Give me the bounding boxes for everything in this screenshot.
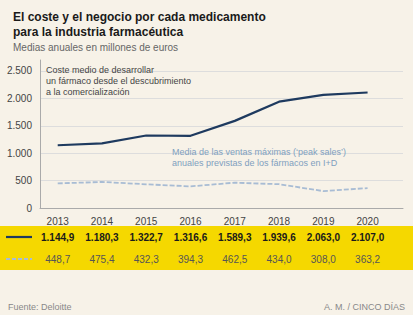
svg-text:2015: 2015 [135,216,158,227]
svg-text:El coste y el negocio por cada: El coste y el negocio por cada medicamen… [13,10,266,24]
svg-text:500: 500 [15,175,32,186]
svg-text:363,2: 363,2 [355,254,380,265]
svg-text:2.107,0: 2.107,0 [351,232,385,243]
svg-text:475,4: 475,4 [89,254,114,265]
svg-text:2020: 2020 [356,216,379,227]
svg-text:432,3: 432,3 [134,254,159,265]
svg-text:Medias anuales en millones de: Medias anuales en millones de euros [13,42,178,53]
svg-text:1.000: 1.000 [7,148,32,159]
svg-text:1.316,6: 1.316,6 [174,232,208,243]
svg-text:394,3: 394,3 [178,254,203,265]
svg-text:2013: 2013 [47,216,70,227]
svg-text:1.500: 1.500 [7,120,32,131]
svg-text:2.500: 2.500 [7,65,32,76]
svg-text:un fármaco desde el descubrimi: un fármaco desde el descubrimiento [46,76,191,86]
svg-text:1.939,6: 1.939,6 [262,232,296,243]
svg-text:1.589,3: 1.589,3 [218,232,252,243]
svg-text:1.322,7: 1.322,7 [130,232,164,243]
svg-text:A. M. / CINCO DÍAS: A. M. / CINCO DÍAS [324,302,405,312]
svg-text:2.000: 2.000 [7,93,32,104]
svg-text:462,5: 462,5 [222,254,247,265]
svg-text:308,0: 308,0 [311,254,336,265]
svg-text:2.063,0: 2.063,0 [307,232,341,243]
svg-text:anuales previstas de los fárma: anuales previstas de los fármacos en I+D [172,158,338,168]
svg-text:434,0: 434,0 [267,254,292,265]
svg-text:1.144,9: 1.144,9 [41,232,75,243]
svg-text:1.180,3: 1.180,3 [85,232,119,243]
svg-text:Media de las ventas máximas (‘: Media de las ventas máximas (‘peak sales… [172,147,346,157]
svg-text:Coste medio de desarrollar: Coste medio de desarrollar [46,65,154,75]
svg-text:2014: 2014 [91,216,114,227]
svg-text:2019: 2019 [312,216,335,227]
svg-text:0: 0 [26,203,32,214]
svg-text:2018: 2018 [268,216,291,227]
svg-text:2016: 2016 [179,216,202,227]
svg-text:2017: 2017 [224,216,247,227]
svg-text:a la comercialización: a la comercialización [46,87,130,97]
svg-text:448,7: 448,7 [45,254,70,265]
svg-text:para la industria farmacéutica: para la industria farmacéutica [13,25,183,39]
svg-text:Fuente: Deloitte: Fuente: Deloitte [8,302,72,312]
